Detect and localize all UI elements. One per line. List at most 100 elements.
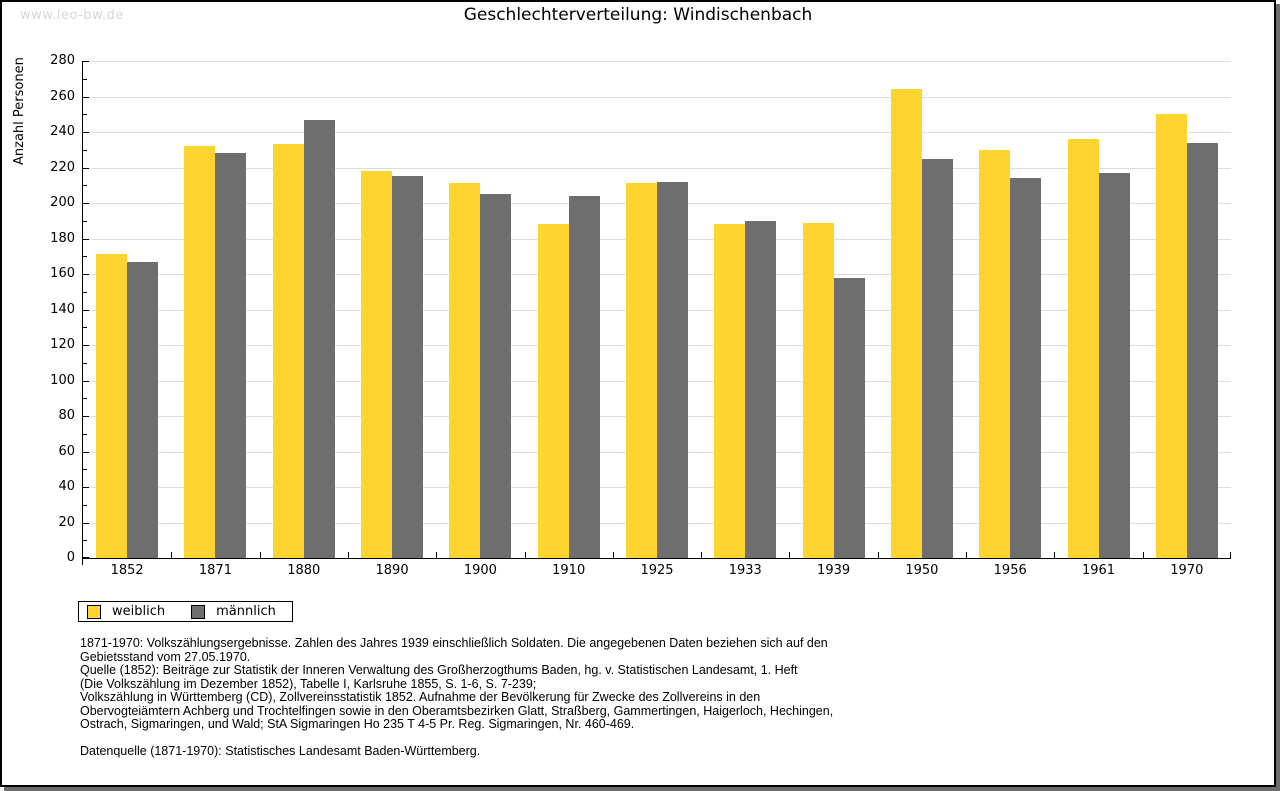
y-axis-label: Anzahl Personen: [12, 57, 27, 165]
y-minor-tick-150: [83, 291, 87, 293]
y-tick-label-80: 80: [58, 408, 75, 423]
bar-männlich-1933: [745, 220, 777, 558]
x-tick-label-1890: 1890: [375, 563, 409, 578]
x-tick-6: [612, 552, 614, 558]
bar-weiblich-1950: [890, 89, 922, 558]
bar-männlich-1970: [1186, 142, 1218, 558]
y-minor-tick-10: [83, 540, 87, 542]
bar-männlich-1961: [1098, 172, 1130, 558]
legend-swatch-männlich: [191, 604, 206, 619]
y-tick-label-240: 240: [50, 124, 75, 139]
bar-weiblich-1933: [714, 224, 746, 558]
x-tick-label-1925: 1925: [640, 563, 674, 578]
y-minor-tick-270: [83, 78, 87, 80]
x-tick-label-1939: 1939: [817, 563, 851, 578]
bar-männlich-1890: [392, 176, 424, 558]
y-tick-200: [83, 203, 89, 204]
bar-männlich-1910: [568, 195, 600, 558]
legend-label-männlich: männlich: [216, 604, 276, 619]
y-tick-20: [83, 522, 89, 524]
y-tick-80: [83, 416, 89, 417]
y-tick-label-280: 280: [50, 53, 75, 68]
y-tick-label-120: 120: [50, 337, 75, 352]
bar-weiblich-1910: [537, 224, 569, 558]
gridline-280: [83, 61, 1231, 62]
x-tick-label-1961: 1961: [1081, 563, 1116, 578]
gridline-220: [83, 167, 1231, 169]
y-tick-label-100: 100: [50, 372, 75, 388]
bar-weiblich-1852: [96, 254, 128, 558]
y-tick-label-220: 220: [50, 159, 75, 175]
footnote-line: Obervogteiämtern Achberg und Trochtelfin…: [80, 703, 834, 718]
gridline-260: [83, 96, 1231, 98]
bar-männlich-1871: [215, 153, 247, 558]
footnote-line: Datenquelle (1871-1970): Statistisches L…: [80, 744, 481, 758]
y-minor-tick-70: [83, 433, 87, 435]
y-tick-60: [83, 451, 89, 453]
y-minor-tick-30: [83, 504, 87, 506]
x-tick-label-1900: 1900: [463, 563, 497, 578]
y-minor-tick-190: [83, 220, 87, 222]
legend-swatch-weiblich: [87, 604, 101, 619]
bar-weiblich-1900: [449, 183, 481, 558]
x-tick-4: [436, 552, 438, 558]
y-tick-label-180: 180: [50, 230, 75, 246]
y-tick-40: [83, 487, 89, 488]
y-tick-160: [83, 274, 89, 275]
footnote-line: Quelle (1852): Beiträge zur Statistik de…: [80, 663, 798, 677]
y-minor-tick-110: [83, 362, 87, 364]
bar-weiblich-1956: [979, 149, 1011, 558]
bar-weiblich-1961: [1067, 139, 1099, 558]
y-tick-label-200: 200: [50, 195, 75, 210]
footnote-line: Gebietsstand vom 27.05.1970.: [80, 649, 251, 664]
bar-männlich-1956: [1010, 178, 1042, 558]
y-tick-140: [83, 309, 89, 311]
x-tick-12: [1142, 552, 1144, 558]
legend: weiblich männlich: [78, 601, 293, 622]
footnote-line: Volkszählung in Württemberg (CD), Zollve…: [80, 690, 761, 704]
x-tick-3: [347, 552, 349, 558]
x-tick-label-1871: 1871: [198, 563, 232, 578]
x-tick-1: [171, 552, 173, 558]
y-tick-label-60: 60: [58, 443, 75, 459]
plot-area: 0 20 40 60 80 100 120 140 160 180 200 220 240 260 280 1…: [50, 53, 1231, 578]
chart-title: Geschlechterverteilung: Windischenbach: [463, 5, 813, 25]
y-tick-220: [83, 167, 89, 169]
bar-weiblich-1880: [272, 144, 304, 558]
y-tick-260: [83, 96, 89, 98]
y-tick-label-140: 140: [50, 301, 75, 317]
bar-männlich-1950: [921, 158, 953, 558]
x-tick-label-1950: 1950: [905, 563, 939, 578]
watermark: www.leo-bw.de: [20, 8, 124, 23]
y-tick-label-260: 260: [50, 88, 75, 104]
legend-item-weiblich: weiblich: [87, 604, 165, 619]
bar-männlich-1852: [127, 261, 159, 558]
bar-männlich-1925: [657, 181, 688, 558]
footnote-line: (Die Volkszählung im Dezember 1852), Tab…: [80, 676, 537, 691]
x-tick-2: [259, 552, 261, 558]
x-tick-5: [524, 552, 526, 558]
legend-item-männlich: männlich: [191, 604, 276, 619]
bar-männlich-1880: [303, 119, 335, 558]
y-minor-tick-130: [83, 327, 87, 329]
y-tick-label-160: 160: [50, 266, 75, 281]
y-tick-0: [83, 557, 89, 558]
x-tick-label-1970: 1970: [1170, 563, 1204, 578]
bar-weiblich-1925: [626, 183, 657, 558]
legend-label-weiblich: weiblich: [112, 604, 166, 619]
x-tick-label-1880: 1880: [287, 563, 321, 578]
x-tick-13: [1230, 552, 1231, 558]
bar-männlich-1939: [833, 277, 865, 558]
gridline-240: [83, 132, 1231, 133]
footnote-line: 1871-1970: Volkszählungsergebnisse. Zahl…: [80, 636, 828, 650]
bar-weiblich-1970: [1155, 114, 1187, 558]
x-tick-7: [701, 552, 703, 558]
y-tick-100: [83, 380, 89, 382]
x-tick-9: [877, 552, 879, 558]
y-tick-label-0: 0: [66, 550, 75, 565]
x-tick-10: [966, 552, 968, 558]
y-tick-label-20: 20: [58, 514, 75, 530]
y-tick-180: [83, 238, 89, 240]
x-tick-11: [1054, 552, 1056, 558]
